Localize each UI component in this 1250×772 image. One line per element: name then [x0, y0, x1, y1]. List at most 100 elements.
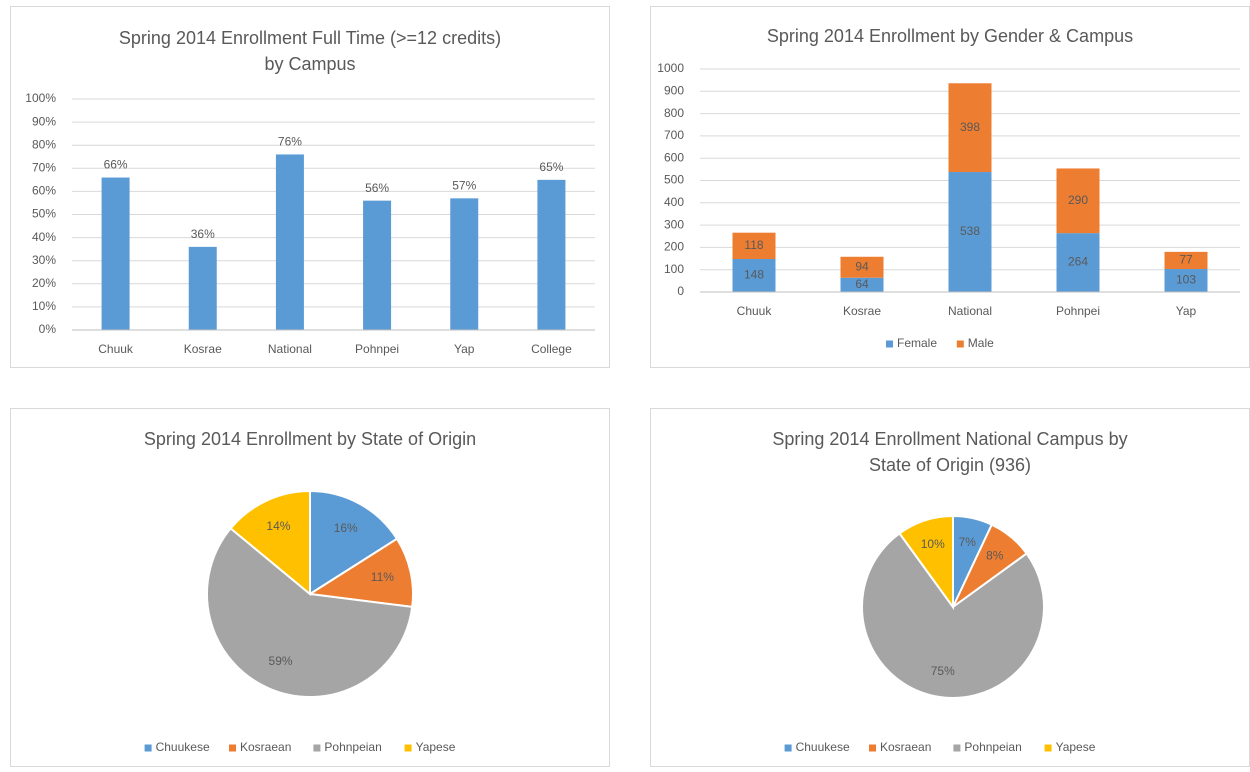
x-tick-label: Chuuk	[98, 342, 134, 356]
data-label: 94	[855, 259, 869, 273]
x-tick-label: Chuuk	[737, 304, 773, 318]
y-tick-label: 100%	[25, 91, 56, 105]
x-tick-label: Yap	[1176, 304, 1197, 318]
bar	[450, 198, 479, 330]
y-tick-label: 600	[664, 150, 684, 164]
legend-label: Pohnpeian	[964, 740, 1021, 754]
pie-slice	[206, 526, 414, 698]
bar	[188, 246, 217, 330]
data-label: 76%	[278, 135, 302, 149]
legend-label: Yapese	[1056, 740, 1096, 754]
y-tick-label: 700	[664, 128, 684, 142]
x-tick-label: Pohnpei	[355, 342, 399, 356]
y-tick-label: 100	[664, 262, 684, 276]
legend-swatch	[886, 340, 893, 348]
bar-segment	[840, 277, 884, 292]
data-label: 75%	[931, 664, 955, 678]
data-label: 16%	[334, 521, 358, 535]
y-tick-label: 40%	[32, 230, 56, 244]
legend-swatch	[956, 340, 964, 348]
x-tick-label: Kosrae	[843, 304, 881, 318]
legend-swatch	[1044, 744, 1052, 752]
data-label: 7%	[959, 535, 977, 549]
pie-slice	[309, 489, 399, 596]
legend-swatch	[784, 744, 792, 752]
data-label: 103	[1176, 273, 1196, 287]
y-tick-label: 800	[664, 106, 684, 120]
data-label: 65%	[539, 160, 563, 174]
bar-segment	[948, 83, 992, 173]
data-label: 14%	[266, 519, 290, 533]
bar	[275, 154, 304, 330]
bar-segment	[1056, 233, 1100, 292]
chart-title: Spring 2014 Enrollment by Gender & Campu…	[767, 26, 1133, 46]
data-label: 398	[960, 120, 980, 134]
y-tick-label: 80%	[32, 137, 56, 151]
data-label: 264	[1068, 255, 1088, 269]
pie-slice	[229, 489, 311, 597]
data-label: 56%	[365, 181, 389, 195]
legend-swatch	[144, 744, 152, 752]
y-tick-label: 30%	[32, 253, 56, 267]
bar-segment	[948, 172, 992, 292]
pie-slice	[898, 514, 954, 611]
y-tick-label: 0	[677, 284, 684, 298]
bar-segment	[732, 258, 776, 292]
y-tick-label: 90%	[32, 114, 56, 128]
y-tick-label: 70%	[32, 160, 56, 174]
bar-segment	[732, 232, 776, 259]
bar-segment	[1056, 168, 1100, 234]
data-label: 77	[1179, 253, 1193, 267]
data-label: 148	[744, 268, 764, 282]
x-tick-label: College	[531, 342, 572, 356]
data-label: 118	[744, 238, 763, 252]
data-label: 66%	[104, 158, 128, 172]
legend-label: Kosraean	[240, 740, 291, 754]
x-tick-label: National	[268, 342, 312, 356]
legend-label: Chuukese	[796, 740, 850, 754]
bar	[101, 177, 130, 330]
x-tick-label: National	[948, 304, 992, 318]
legend-label: Female	[897, 336, 937, 350]
x-tick-label: Yap	[454, 342, 475, 356]
x-tick-label: Kosrae	[184, 342, 222, 356]
legend-swatch	[404, 744, 412, 752]
y-tick-label: 50%	[32, 207, 56, 221]
bar	[363, 200, 392, 330]
legend-label: Male	[968, 336, 994, 350]
legend-label: Chuukese	[156, 740, 210, 754]
y-tick-label: 60%	[32, 184, 56, 198]
y-tick-label: 900	[664, 83, 684, 97]
legend-label: Pohnpeian	[324, 740, 381, 754]
data-label: 10%	[921, 537, 945, 551]
y-tick-label: 10%	[32, 299, 56, 313]
legend-label: Yapese	[416, 740, 456, 754]
legend-label: Kosraean	[880, 740, 931, 754]
legend-swatch	[953, 744, 961, 752]
bar-segment	[840, 256, 884, 278]
chart-title: State of Origin (936)	[869, 455, 1031, 475]
data-label: 8%	[986, 549, 1004, 563]
y-tick-label: 0%	[39, 322, 57, 336]
y-tick-label: 400	[664, 195, 684, 209]
x-tick-label: Pohnpei	[1056, 304, 1100, 318]
chart-title: Spring 2014 Enrollment Full Time (>=12 c…	[119, 28, 501, 48]
y-tick-label: 200	[664, 240, 684, 254]
pie-slice	[861, 531, 1045, 699]
chart-title: Spring 2014 Enrollment National Campus b…	[772, 429, 1127, 449]
data-label: 36%	[191, 227, 215, 241]
legend-swatch	[313, 744, 321, 752]
bar	[537, 179, 566, 330]
legend-swatch	[229, 744, 236, 752]
y-tick-label: 500	[664, 173, 684, 187]
data-label: 57%	[452, 179, 476, 193]
data-label: 290	[1068, 193, 1088, 207]
chart-title: by Campus	[264, 54, 355, 74]
legend-swatch	[869, 744, 876, 752]
chart-title: Spring 2014 Enrollment by State of Origi…	[144, 429, 476, 449]
bar-segment	[1164, 251, 1208, 270]
y-tick-label: 1000	[657, 61, 684, 75]
data-label: 59%	[269, 654, 293, 668]
data-label: 538	[960, 224, 980, 238]
